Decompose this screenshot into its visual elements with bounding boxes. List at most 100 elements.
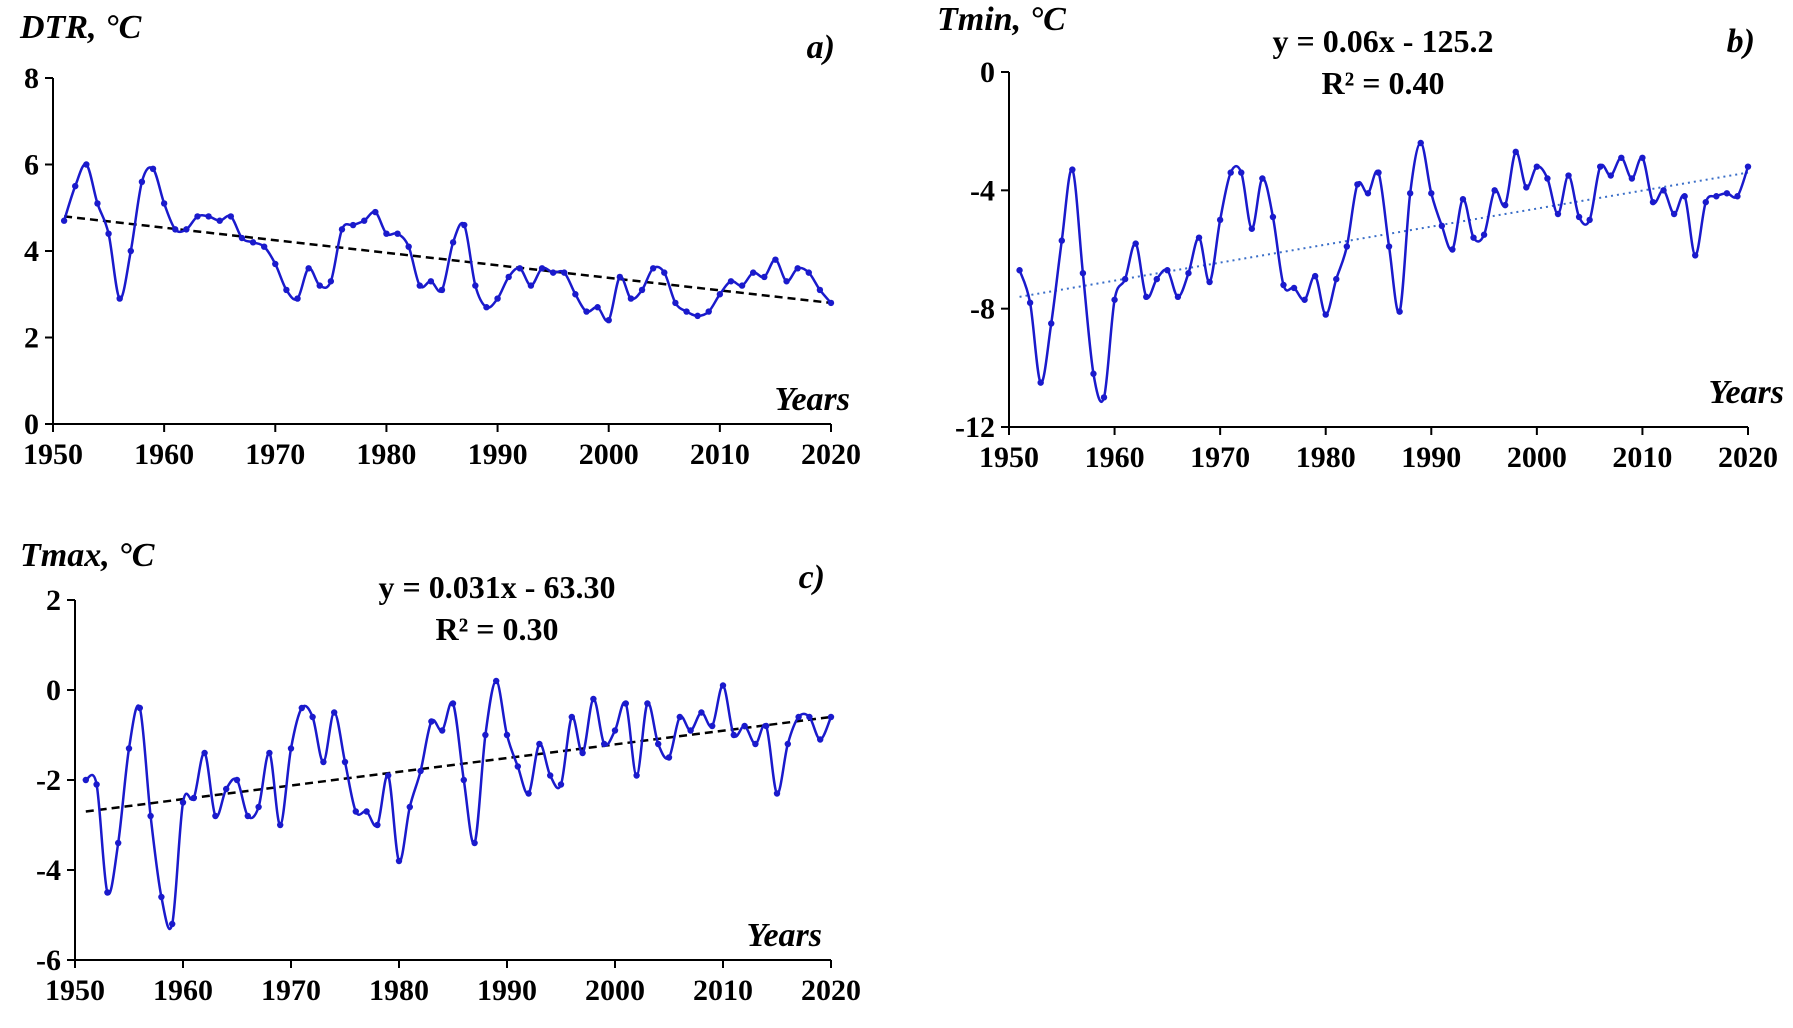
y-tick-label: -8 (970, 293, 995, 326)
y-tick-label: 2 (46, 584, 61, 617)
y-tick-label: 0 (24, 408, 39, 441)
y-axis-label: Tmin, °C (937, 1, 1066, 38)
data-point (1597, 163, 1604, 170)
data-point (795, 713, 802, 721)
x-tick-label: 2010 (1612, 441, 1672, 474)
data-point (549, 269, 557, 276)
data-point (1628, 175, 1636, 182)
data-point (227, 213, 235, 220)
data-point (82, 776, 90, 784)
data-point (633, 772, 640, 779)
data-point (1586, 216, 1593, 224)
data-point (1079, 269, 1087, 277)
data-point (605, 317, 612, 324)
data-point (538, 265, 546, 272)
data-point (1311, 272, 1319, 280)
data-point (503, 731, 511, 739)
data-point (1058, 237, 1065, 244)
data-point (827, 713, 835, 721)
data-point (233, 776, 241, 784)
data-point (525, 790, 532, 797)
data-point (1016, 267, 1023, 274)
data-point (1480, 231, 1488, 238)
data-point (320, 758, 327, 766)
data-point (287, 745, 295, 752)
data-point (741, 722, 748, 730)
data-point (449, 700, 457, 707)
data-point (1396, 308, 1403, 315)
data-point (201, 749, 208, 757)
data-point (547, 772, 554, 779)
x-axis-label: Years (774, 381, 850, 418)
data-point (676, 713, 683, 721)
data-point (383, 230, 390, 237)
chart-panel-b: -12 -8 -4 0 1950 1960 1970 1980 1990 2000 2010 2020… (937, 1, 1784, 474)
data-point (1428, 190, 1435, 197)
data-point (1501, 201, 1509, 209)
data-point (309, 713, 316, 721)
data-point (352, 808, 359, 815)
data-point (147, 812, 154, 820)
data-point (1048, 320, 1055, 327)
data-point (655, 740, 662, 748)
data-point (572, 291, 579, 298)
data-point (687, 727, 694, 734)
data-point (638, 286, 646, 294)
x-axis-label: Years (746, 917, 822, 954)
y-tick-label: 8 (24, 62, 39, 95)
data-point (738, 282, 746, 289)
data-point (1681, 193, 1688, 200)
data-point (341, 758, 349, 766)
data-point (1185, 269, 1192, 277)
data-point (83, 161, 90, 168)
y-tick-label: 0 (46, 674, 61, 707)
data-point (672, 299, 679, 307)
data-point (93, 781, 100, 788)
y-axis-label: DTR, °C (19, 9, 142, 46)
data-point (1195, 234, 1203, 241)
data-point (1554, 210, 1562, 218)
data-point (205, 213, 212, 220)
series-line (62, 162, 832, 323)
data-point (255, 803, 262, 811)
data-point (1238, 169, 1245, 176)
data-point (223, 785, 230, 793)
data-point (1702, 198, 1709, 206)
data-point (1069, 166, 1076, 173)
data-point (60, 217, 68, 224)
data-point (1153, 275, 1161, 283)
data-point (149, 165, 157, 173)
x-tick-label: 1980 (369, 974, 429, 1007)
data-point (405, 243, 412, 250)
data-point (483, 304, 490, 311)
data-point (277, 821, 284, 829)
y-tick-label: 4 (24, 235, 39, 268)
x-tick-label: 1990 (468, 438, 528, 471)
data-point (1449, 246, 1456, 253)
data-point (417, 767, 424, 775)
data-point (1417, 139, 1424, 147)
x-tick-label: 2010 (693, 974, 753, 1007)
data-point (805, 269, 812, 276)
data-point (1037, 379, 1044, 386)
x-tick-label: 1970 (245, 438, 305, 471)
data-point (1090, 370, 1097, 377)
data-point (727, 278, 735, 285)
data-point (1406, 190, 1414, 197)
data-point (94, 200, 101, 207)
y-axis-label: Tmax, °C (20, 537, 155, 574)
data-point (427, 278, 435, 285)
y-tick-label: -4 (36, 854, 61, 887)
data-point (616, 273, 624, 281)
data-point (705, 308, 712, 315)
data-point (406, 803, 413, 811)
data-point (761, 273, 768, 281)
data-point (516, 265, 523, 272)
trend-line (63, 215, 832, 305)
data-point (158, 893, 165, 901)
y-tick-label: 6 (24, 149, 39, 182)
data-point (1333, 275, 1340, 283)
data-point (493, 677, 500, 685)
data-point (428, 718, 435, 725)
